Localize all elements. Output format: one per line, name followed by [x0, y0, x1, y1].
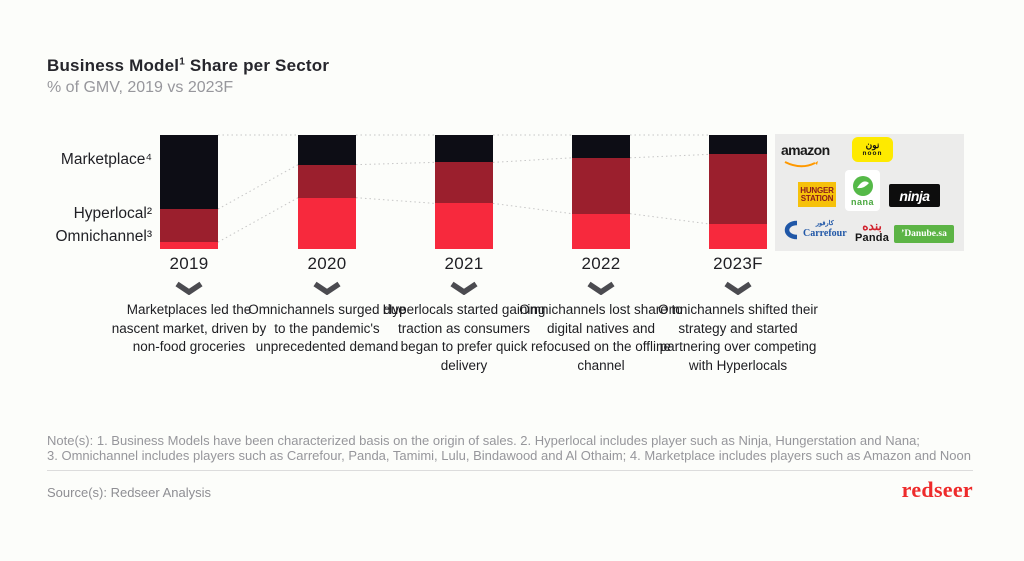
segment-2019-top — [160, 135, 218, 210]
amazon-smile-icon — [784, 161, 818, 168]
segment-2021-middle — [435, 162, 493, 204]
title-footnote-marker: 1 — [179, 56, 185, 68]
amazon-logo: amazon — [781, 142, 830, 174]
source-text: Source(s): Redseer Analysis — [47, 485, 212, 500]
nana-wordmark: nana — [850, 197, 874, 207]
chevron-down-icon — [312, 281, 342, 296]
segment-2022-top — [572, 135, 630, 158]
hungerstation-wordmark-line1: HUNGER — [800, 185, 834, 195]
segment-2021-top — [435, 135, 493, 163]
ninja-wordmark: ninja — [899, 187, 930, 204]
annotation-2019: Marketplaces led the nascent market, dri… — [111, 302, 267, 354]
chevron-down-icon — [723, 281, 753, 296]
segment-2020-middle — [298, 164, 356, 198]
segment-2021-bottom — [435, 203, 493, 249]
nana-logo: nana — [845, 170, 880, 211]
year-label-2019: 2019 — [169, 254, 209, 273]
amazon-wordmark: amazon — [781, 142, 830, 158]
danube-logo: ’Danube.sa — [894, 225, 954, 243]
segment-2023F-top — [709, 135, 767, 155]
carrefour-wordmark: Carrefour — [803, 227, 847, 239]
year-label-2021: 2021 — [444, 254, 484, 273]
bar-2023F — [709, 135, 767, 249]
notes: Note(s): 1. Business Models have been ch… — [47, 433, 982, 463]
noon-logo: نون noon — [852, 137, 893, 162]
year-label-2022: 2022 — [581, 254, 621, 273]
page-title: Business Model1 Share per Sector — [47, 56, 330, 75]
segment-2020-top — [298, 135, 356, 165]
year-label-2020: 2020 — [307, 254, 347, 273]
danube-wordmark: ’Danube.sa — [901, 229, 947, 239]
chevron-down-icon — [586, 281, 616, 296]
segment-2022-middle — [572, 157, 630, 214]
carrefour-c-icon — [784, 220, 798, 240]
segment-2023F-bottom — [709, 223, 767, 249]
row-label-marketplace: Marketplace⁴ — [60, 151, 152, 168]
hungerstation-wordmark-line2: STATION — [800, 193, 834, 203]
carrefour-logo: كارفور Carrefour — [784, 220, 847, 240]
notes-line-1: Note(s): 1. Business Models have been ch… — [47, 433, 920, 448]
footer-divider — [47, 470, 973, 471]
logo-panel: amazon نون noon HUNGER STATION nana ninj… — [775, 134, 964, 251]
row-label-omnichannel: Omnichannel³ — [55, 228, 153, 245]
annotation-2023F: Omnichannels shifted their strategy and … — [658, 302, 818, 373]
bar-2020 — [298, 135, 356, 249]
segment-2019-bottom — [160, 242, 218, 249]
notes-line-2: 3. Omnichannel includes players such as … — [47, 448, 971, 463]
bar-2019 — [160, 135, 218, 249]
carrefour-arabic-wordmark: كارفور — [815, 220, 834, 228]
bar-2021 — [435, 135, 493, 249]
bar-2022 — [572, 135, 630, 249]
hungerstation-logo: HUNGER STATION — [798, 182, 836, 207]
segment-2023F-middle — [709, 154, 767, 224]
chevron-down-icon — [174, 281, 204, 296]
row-label-hyperlocal: Hyperlocal² — [73, 205, 152, 222]
annotation-2022: Omnichannels lost share to digital nativ… — [519, 302, 683, 373]
nana-leaf-icon — [852, 176, 873, 196]
page-subtitle: % of GMV, 2019 vs 2023F — [47, 79, 234, 96]
annotation-2021: Hyperlocals started gaining traction as … — [382, 302, 546, 373]
panda-wordmark: Panda — [855, 232, 890, 244]
panda-arabic-wordmark: بنده — [862, 219, 882, 233]
panda-logo: بنده Panda — [855, 220, 889, 244]
annotation-2020: Omnichannels surged due to the pandemic'… — [248, 302, 406, 354]
chevron-down-icon — [449, 281, 479, 296]
noon-arabic-wordmark: نون — [865, 140, 880, 151]
segment-2020-bottom — [298, 197, 356, 249]
segment-2019-middle — [160, 209, 218, 243]
segment-2022-bottom — [572, 213, 630, 249]
redseer-logo: redseer — [901, 477, 973, 502]
year-label-2023F: 2023F — [713, 254, 763, 273]
noon-wordmark: noon — [862, 150, 883, 158]
ninja-logo: ninja — [889, 184, 940, 207]
